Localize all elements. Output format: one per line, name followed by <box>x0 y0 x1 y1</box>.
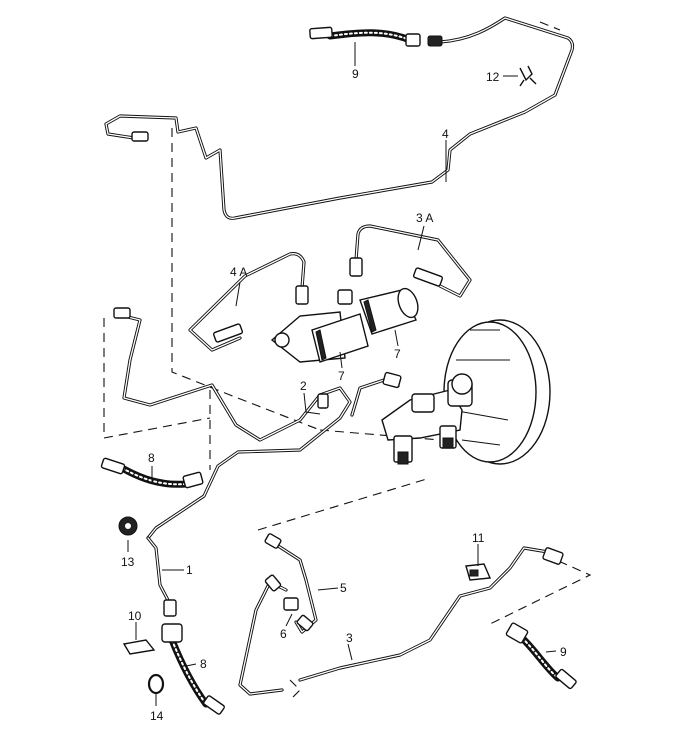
callout-11: 11 <box>472 531 485 545</box>
callout-14: 14 <box>150 709 164 723</box>
callout-7-right: 7 <box>394 347 401 361</box>
callout-5: 5 <box>340 581 347 595</box>
callout-4: 4 <box>442 127 449 141</box>
callout-3: 3 <box>346 631 353 645</box>
fittings <box>100 26 577 715</box>
leader-lines <box>127 42 557 706</box>
callout-10: 10 <box>128 609 142 623</box>
callout-13: 13 <box>121 555 135 569</box>
callout-8-bottom: 8 <box>200 657 207 671</box>
seal-ring-14-icon <box>147 673 165 695</box>
callout-1: 1 <box>186 563 193 577</box>
callout-12: 12 <box>486 70 500 84</box>
master-cylinder-top <box>270 287 419 363</box>
callout-9-top: 9 <box>352 67 359 81</box>
clip-10-icon <box>122 639 156 655</box>
pipe-3a <box>354 224 472 298</box>
callout-3a: 3 A <box>416 211 433 225</box>
hose-8-bottom <box>168 636 210 708</box>
callout-labels: 9 12 4 3 A 4 A 7 7 2 8 13 1 11 5 10 6 3 … <box>121 67 567 723</box>
callout-9-bottom: 9 <box>560 645 567 659</box>
brake-booster-assembly <box>381 319 551 465</box>
callout-4a: 4 A <box>230 265 247 279</box>
callout-2: 2 <box>300 379 307 393</box>
callout-8-left: 8 <box>148 451 155 465</box>
callout-7-left: 7 <box>338 369 345 383</box>
brake-hoses <box>118 29 562 708</box>
callout-6: 6 <box>280 627 287 641</box>
clip-12-icon <box>519 65 537 87</box>
